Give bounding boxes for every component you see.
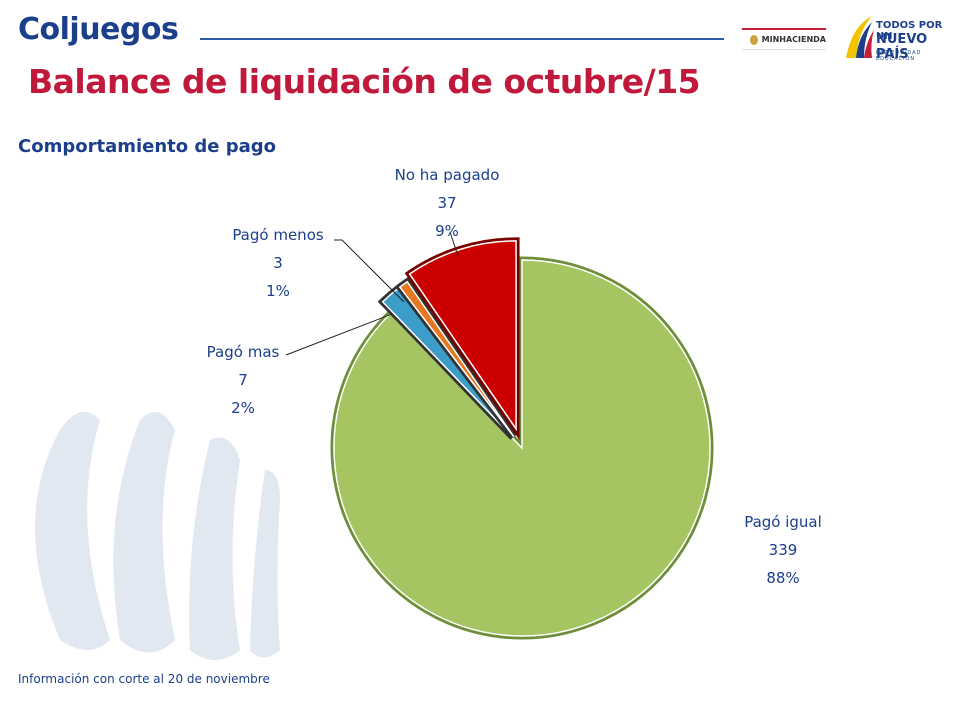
gov-line-1: TODOS POR UN [876,20,943,42]
ministry-label: MINHACIENDA [761,35,826,44]
header-divider [200,38,724,40]
leader-line [334,239,405,303]
gov-line-3: PAZ EQUIDAD EDUCACIÓN [876,50,922,62]
logo-text: Coljuegos [18,12,179,47]
page-title: Balance de liquidación de octubre/15 [28,62,701,101]
slice-label-value: 37 [437,194,456,212]
slice-label-value: 339 [769,541,798,559]
minhacienda-logo: MINHACIENDA [742,28,826,50]
slice-label-value: 3 [273,254,283,272]
slice-label-percent: 88% [766,569,799,587]
watermark-logo [35,412,280,660]
pie-slice-pag-menos [398,280,515,438]
slice-label-value: 7 [238,371,248,389]
slice-label-name: No ha pagado [395,166,500,184]
seal-icon [750,34,758,45]
gov-line-2: NUEVO PAÍS [876,32,928,62]
footer-note: Información con corte al 20 de noviembre [18,672,270,686]
gov-logo: TODOS POR UN NUEVO PAÍS PAZ EQUIDAD EDUC… [842,12,950,64]
slice-label-name: Pagó mas [207,343,280,361]
slice-label-percent: 2% [231,399,255,417]
colombia-flag-icon [846,16,874,58]
slice-label-percent: 9% [435,222,459,240]
slice-label-name: Pagó igual [744,513,822,531]
slice-label-name: Pagó menos [232,226,324,244]
leader-line [285,313,393,356]
chart-subtitle: Comportamiento de pago [18,136,277,157]
pie-slice-no-ha-pagado [408,240,517,432]
coljuegos-logo: Coljuegos [18,12,179,47]
leader-line [449,231,459,257]
slice-label-percent: 1% [266,282,290,300]
pie-slice-pag-igual [333,259,711,637]
